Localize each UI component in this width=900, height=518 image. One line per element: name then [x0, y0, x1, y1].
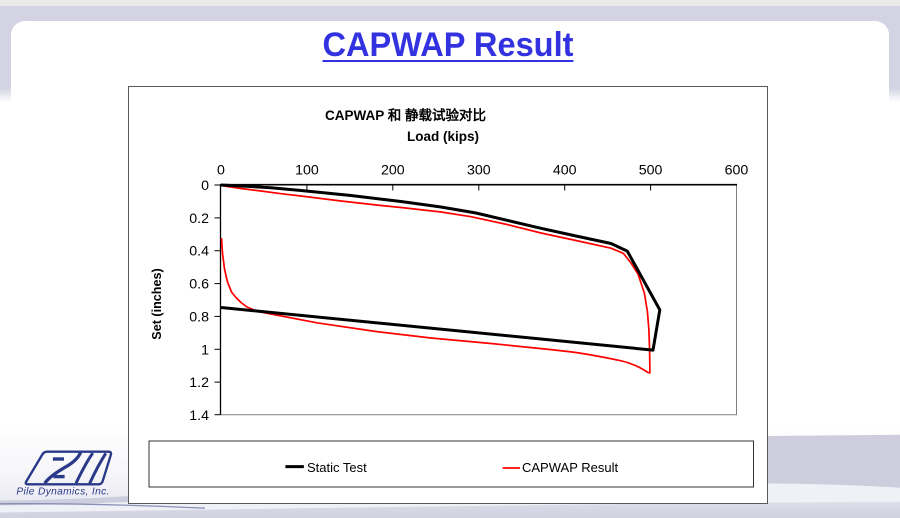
svg-text:1: 1 — [201, 342, 209, 358]
svg-text:0: 0 — [201, 178, 209, 194]
svg-text:500: 500 — [639, 163, 663, 179]
svg-text:Set (inches): Set (inches) — [150, 268, 164, 339]
svg-text:0.4: 0.4 — [189, 244, 209, 260]
svg-text:300: 300 — [467, 163, 491, 179]
svg-text:100: 100 — [295, 163, 319, 179]
svg-text:0.6: 0.6 — [189, 277, 209, 293]
svg-text:400: 400 — [553, 163, 577, 179]
svg-text:1.4: 1.4 — [189, 408, 209, 424]
svg-text:Static Test: Static Test — [307, 460, 367, 475]
svg-text:Pile Dynamics, Inc.: Pile Dynamics, Inc. — [16, 486, 109, 497]
svg-text:0: 0 — [217, 163, 225, 179]
svg-text:200: 200 — [381, 163, 405, 179]
svg-text:1.2: 1.2 — [189, 375, 209, 391]
svg-text:CAPWAP Result: CAPWAP Result — [522, 460, 618, 475]
svg-text:0.8: 0.8 — [189, 309, 209, 325]
svg-text:600: 600 — [725, 163, 749, 179]
svg-text:0.2: 0.2 — [189, 211, 209, 227]
